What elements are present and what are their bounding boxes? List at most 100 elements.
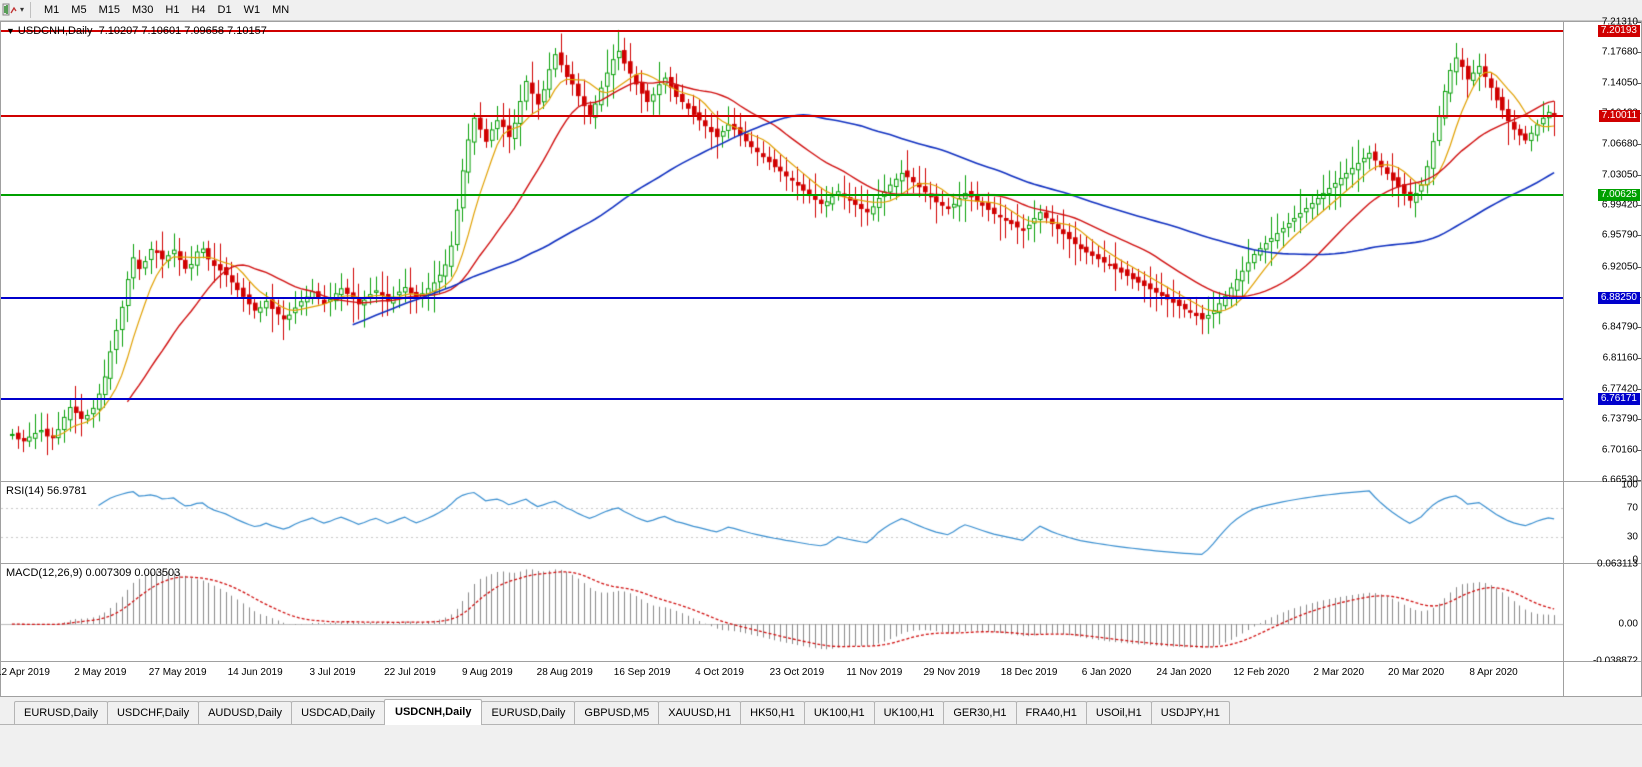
- chart-tab[interactable]: FRA40,H1: [1015, 701, 1087, 725]
- price-tick: [1637, 52, 1641, 54]
- chart-tab[interactable]: XAUUSD,H1: [658, 701, 742, 725]
- price-level-tag[interactable]: 7.20193: [1597, 25, 1640, 38]
- price-scale[interactable]: 7.213107.176807.140507.104207.066807.030…: [1563, 17, 1641, 486]
- time-tick-label: 29 Nov 2019: [923, 667, 981, 678]
- period-buttons: M1 M5 M15 M30 H1 H4 D1 W1 MN: [38, 1, 295, 19]
- time-tick-label: 9 Aug 2019: [462, 667, 513, 678]
- rsi-pane[interactable]: RSI(14) 56.9781 100 70 30 0: [1, 479, 1641, 566]
- macd-tick-label: -0.038872: [1592, 655, 1638, 667]
- chart-symbol-label: USDCNH,Daily: [17, 25, 93, 37]
- time-tick-label: 24 Jan 2020: [1156, 667, 1212, 678]
- price-tick-label: 6.73790: [1601, 413, 1638, 425]
- macd-pane[interactable]: MACD(12,26,9) 0.007309 0.003503 0.063113…: [1, 559, 1641, 667]
- chart-tab[interactable]: USDCAD,Daily: [291, 701, 386, 725]
- horizontal-level-line[interactable]: [1, 115, 1563, 118]
- price-tick: [1637, 174, 1641, 176]
- price-pane[interactable]: ▼ USDCNH,Daily 7.10207 7.10601 7.09658 7.…: [1, 17, 1641, 486]
- chart-tab[interactable]: USDCHF,Daily: [106, 701, 200, 725]
- price-tick: [1637, 449, 1641, 451]
- price-level-tag[interactable]: 6.88250: [1597, 292, 1640, 305]
- time-tick-label: 4 Oct 2019: [695, 667, 744, 678]
- price-tick: [1637, 266, 1641, 268]
- period-h1[interactable]: H1: [165, 4, 180, 16]
- price-tick-label: 6.81160: [1602, 352, 1638, 364]
- chart-header: ▼ USDCNH,Daily 7.10207 7.10601 7.09658 7.…: [6, 25, 267, 37]
- time-tick-label: 28 Aug 2019: [536, 667, 593, 678]
- period-mn[interactable]: MN: [272, 4, 290, 16]
- time-tick-label: 3 Jul 2019: [309, 667, 356, 678]
- chart-tab[interactable]: GBPUSD,M5: [574, 701, 660, 725]
- macd-label: MACD(12,26,9) 0.007309 0.003503: [6, 567, 181, 579]
- price-tick-label: 7.03050: [1601, 169, 1638, 181]
- time-tick-label: 12 Feb 2020: [1233, 667, 1290, 678]
- price-tick: [1637, 144, 1641, 146]
- rsi-canvas: [1, 482, 1563, 563]
- price-level-tag[interactable]: 7.00625: [1597, 188, 1640, 201]
- collapse-arrow-icon[interactable]: ▼: [6, 26, 15, 36]
- price-tick-label: 6.66530: [1601, 474, 1638, 486]
- rsi-tick-label: 0: [1632, 554, 1638, 566]
- price-tick: [1637, 388, 1641, 390]
- rsi-tick-label: 30: [1626, 531, 1638, 543]
- price-tick: [1637, 480, 1641, 481]
- rsi-plot: [1, 482, 1563, 563]
- horizontal-level-line[interactable]: [1, 297, 1563, 300]
- period-m5[interactable]: M5: [71, 4, 87, 16]
- time-tick-label: 22 Jul 2019: [384, 667, 436, 678]
- rsi-label: RSI(14) 56.9781: [6, 485, 87, 497]
- period-d1[interactable]: D1: [217, 4, 232, 16]
- period-w1[interactable]: W1: [243, 4, 261, 16]
- chart-tab[interactable]: USOil,H1: [1085, 701, 1152, 725]
- macd-canvas: [1, 564, 1563, 661]
- time-tick-label: 2 Mar 2020: [1313, 667, 1365, 678]
- chart-tab[interactable]: EURUSD,Daily: [14, 701, 108, 725]
- price-tick: [1637, 235, 1641, 237]
- price-tick: [1637, 22, 1641, 23]
- chart-tabs-bar: EURUSD,Daily USDCHF,Daily AUDUSD,Daily USDC…: [0, 699, 1642, 725]
- chart-tab-active[interactable]: USDCNH,Daily: [384, 699, 483, 725]
- chart-tab[interactable]: HK50,H1: [740, 701, 805, 725]
- period-m15[interactable]: M15: [98, 4, 120, 16]
- tabs-baseline: [0, 724, 1642, 725]
- chart-tab[interactable]: USDJPY,H1: [1150, 701, 1230, 725]
- rsi-tick-label: 70: [1626, 502, 1638, 514]
- horizontal-level-line[interactable]: [1, 193, 1563, 196]
- toolbar-left-group: ▾: [2, 2, 24, 18]
- chart-ohlc-label: 7.10207 7.10601 7.09658 7.10157: [98, 25, 267, 37]
- period-m1[interactable]: M1: [44, 4, 60, 16]
- chart-tabs: EURUSD,Daily USDCHF,Daily AUDUSD,Daily USDC…: [14, 699, 1230, 725]
- time-tick-label: 16 Sep 2019: [613, 667, 671, 678]
- rsi-tick-label: 100: [1621, 479, 1638, 491]
- toolbar-separator: [30, 2, 31, 18]
- price-tick: [1637, 419, 1641, 421]
- toolbar: ▾ M1 M5 M15 M30 H1 H4 D1 W1 MN: [0, 0, 1642, 21]
- price-tick: [1637, 327, 1641, 329]
- chart-tab[interactable]: UK100,H1: [803, 701, 875, 725]
- time-tick-label: 23 Oct 2019: [769, 667, 825, 678]
- time-axis-scale-corner: [1563, 662, 1641, 696]
- price-level-tag[interactable]: 7.10011: [1598, 110, 1640, 123]
- price-level-tag[interactable]: 6.76171: [1597, 393, 1640, 406]
- chart-tab[interactable]: EURUSD,Daily: [481, 701, 576, 725]
- price-tick-label: 6.70160: [1601, 444, 1638, 456]
- horizontal-level-line[interactable]: [1, 398, 1563, 401]
- price-tick: [1637, 357, 1641, 359]
- chart-tab[interactable]: UK100,H1: [873, 701, 945, 725]
- chevron-down-icon[interactable]: ▾: [20, 5, 25, 14]
- chart-template-icon[interactable]: [2, 2, 18, 18]
- price-tick-label: 6.95790: [1601, 229, 1638, 241]
- macd-plot: [1, 564, 1563, 661]
- chart-tab[interactable]: AUDUSD,Daily: [198, 701, 293, 725]
- price-canvas: [1, 22, 1563, 480]
- price-plot[interactable]: [1, 22, 1563, 481]
- chart-tab[interactable]: GER30,H1: [943, 701, 1017, 725]
- period-h4[interactable]: H4: [191, 4, 206, 16]
- time-tick-label: 2 May 2019: [74, 667, 127, 678]
- period-m30[interactable]: M30: [131, 4, 154, 16]
- time-tick-label: 12 Apr 2019: [0, 667, 50, 678]
- macd-scale: 0.063113 0.00 -0.038872: [1563, 559, 1641, 667]
- horizontal-level-line[interactable]: [1, 30, 1563, 33]
- time-tick-label: 27 May 2019: [148, 667, 207, 678]
- chart-area[interactable]: ▼ USDCNH,Daily 7.10207 7.10601 7.09658 7.…: [0, 17, 1642, 697]
